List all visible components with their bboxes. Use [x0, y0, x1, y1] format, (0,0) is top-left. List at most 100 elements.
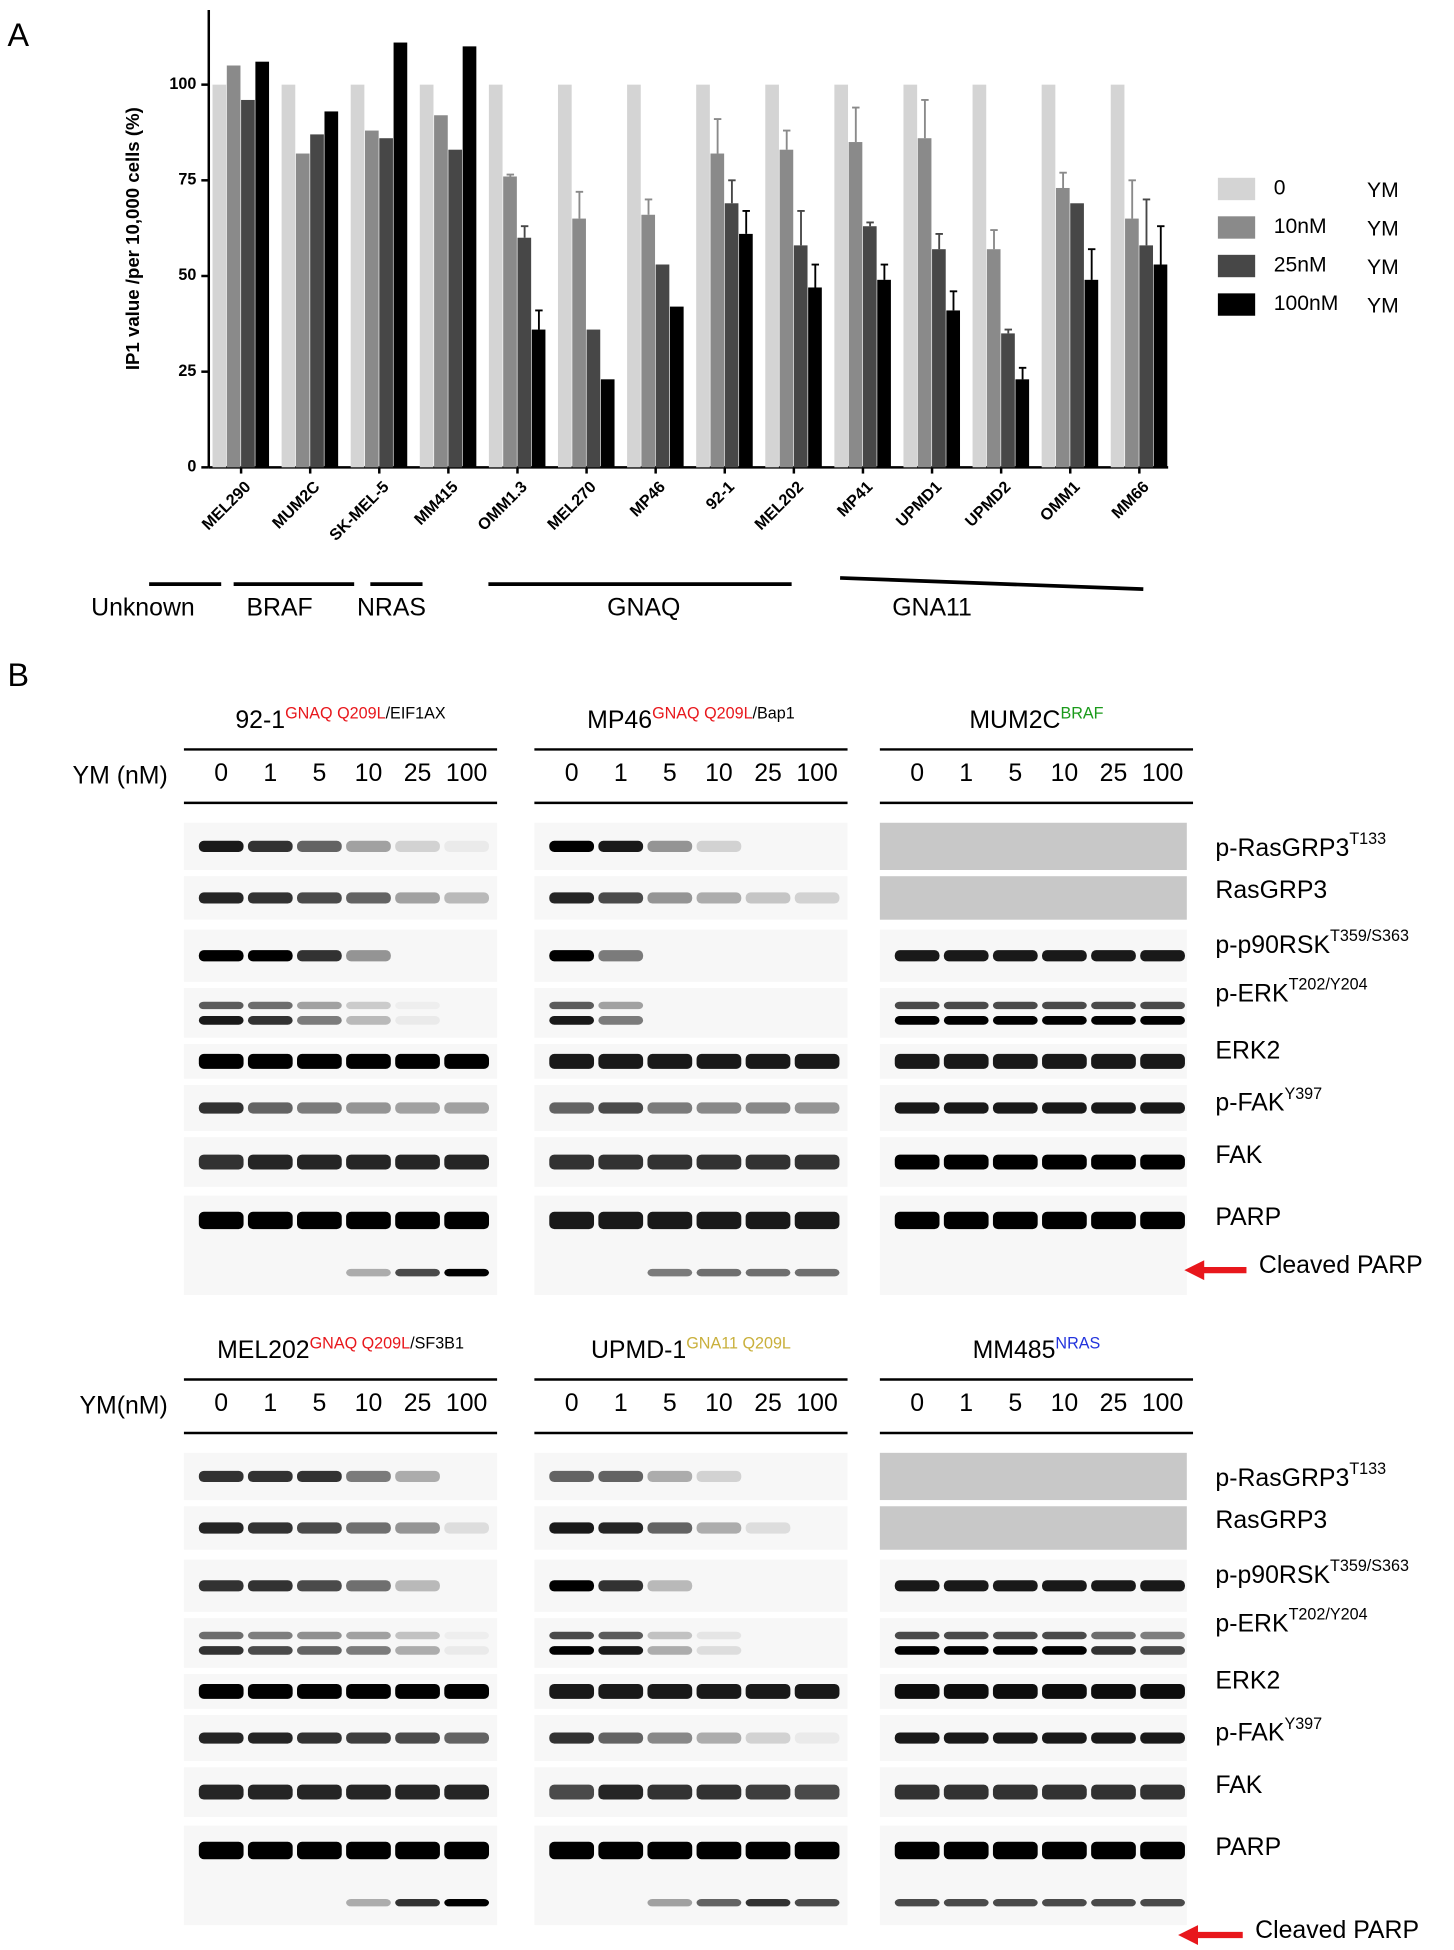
bar	[696, 84, 710, 468]
bar	[517, 237, 532, 468]
error-bar	[852, 106, 860, 143]
band	[247, 1784, 293, 1800]
band	[198, 1102, 244, 1114]
blot-title: MM485NRAS	[973, 1335, 1101, 1364]
band	[794, 1154, 840, 1170]
bar	[724, 203, 739, 468]
band	[346, 892, 391, 904]
bar	[419, 84, 434, 468]
band	[1140, 1841, 1185, 1860]
band	[247, 1683, 293, 1699]
band	[346, 1102, 391, 1114]
cell-line: UPMD-1	[591, 1336, 686, 1363]
band	[794, 1211, 840, 1230]
protein: p-ERK	[1215, 1610, 1289, 1637]
band	[1140, 1154, 1185, 1170]
x-tick-label: OMM1	[1037, 478, 1084, 525]
band	[943, 1102, 989, 1114]
band	[598, 892, 644, 904]
band	[1042, 1154, 1087, 1170]
band	[943, 1211, 989, 1230]
dose: 25	[404, 760, 432, 787]
bar	[779, 149, 794, 468]
band	[549, 1001, 595, 1010]
band	[1042, 1102, 1087, 1114]
band	[549, 1102, 595, 1114]
error-bar	[575, 190, 584, 219]
protein-label: RasGRP3	[1215, 1507, 1327, 1534]
dose: 10	[355, 1390, 383, 1417]
mutation: GNA11 Q209L	[686, 1335, 791, 1353]
protein-label: FAK	[1215, 1141, 1262, 1168]
x-tick-label: OMM1.3	[474, 478, 531, 535]
band	[346, 1522, 391, 1534]
bar	[600, 379, 615, 468]
band	[894, 950, 940, 962]
band	[346, 1154, 391, 1170]
band	[647, 1580, 693, 1592]
band	[297, 1016, 342, 1025]
bar	[1015, 379, 1030, 468]
blot-title: MEL202GNAQ Q209L/SF3B1	[217, 1335, 464, 1364]
group-label: Unknown	[91, 595, 195, 622]
blot-na	[879, 1506, 1187, 1550]
band	[198, 1683, 244, 1699]
band	[198, 1631, 244, 1640]
error-bar	[1004, 328, 1013, 334]
band	[549, 1154, 595, 1170]
band	[943, 1154, 989, 1170]
band	[1091, 1053, 1136, 1069]
band	[696, 1631, 742, 1640]
blot-strip	[534, 1825, 848, 1926]
band	[943, 1580, 989, 1592]
dose: 100	[1142, 1390, 1183, 1417]
bar	[586, 329, 601, 468]
bar	[1153, 264, 1168, 468]
band	[1140, 1646, 1185, 1655]
legend-label: 25nM	[1274, 254, 1327, 277]
blot-na	[879, 822, 1187, 870]
band	[549, 1580, 595, 1592]
x-tick-label: MEL270	[544, 478, 600, 534]
band	[1091, 1683, 1136, 1699]
band	[794, 1784, 840, 1800]
band	[549, 1522, 595, 1534]
protein: ERK2	[1215, 1667, 1280, 1694]
band	[992, 1580, 1038, 1592]
site: T202/Y204	[1289, 976, 1368, 994]
blot-strip	[183, 1195, 498, 1296]
dose: 0	[565, 760, 579, 787]
band	[395, 1898, 440, 1907]
band	[1042, 1784, 1087, 1800]
band	[1091, 1016, 1136, 1025]
band	[395, 1522, 440, 1534]
protein-label: RasGRP3	[1215, 877, 1327, 904]
band	[346, 1784, 391, 1800]
band	[549, 1784, 595, 1800]
dose: 1	[263, 760, 277, 787]
band	[696, 1646, 742, 1655]
blot-strip	[879, 1825, 1187, 1926]
band	[943, 1016, 989, 1025]
bar	[212, 84, 227, 468]
site: T202/Y204	[1289, 1606, 1368, 1624]
legend-label: 10nM	[1274, 215, 1327, 238]
bar	[393, 42, 408, 468]
panel-label: B	[7, 657, 29, 693]
protein-label: FAK	[1215, 1771, 1262, 1798]
protein-label: p-p90RSKT359/S363	[1215, 927, 1409, 958]
protein-label: p-FAKY397	[1215, 1715, 1322, 1746]
band	[198, 1646, 244, 1655]
band	[297, 1470, 342, 1483]
band	[943, 1841, 989, 1860]
band	[696, 1522, 742, 1534]
band	[1140, 1001, 1185, 1010]
protein-label: p-ERKT202/Y204	[1215, 1606, 1367, 1637]
dose: 100	[796, 760, 837, 787]
error-bar	[535, 309, 543, 330]
dose: 10	[1051, 760, 1079, 787]
dose: 25	[404, 1390, 432, 1417]
protein: PARP	[1215, 1204, 1281, 1231]
band	[247, 1732, 293, 1744]
